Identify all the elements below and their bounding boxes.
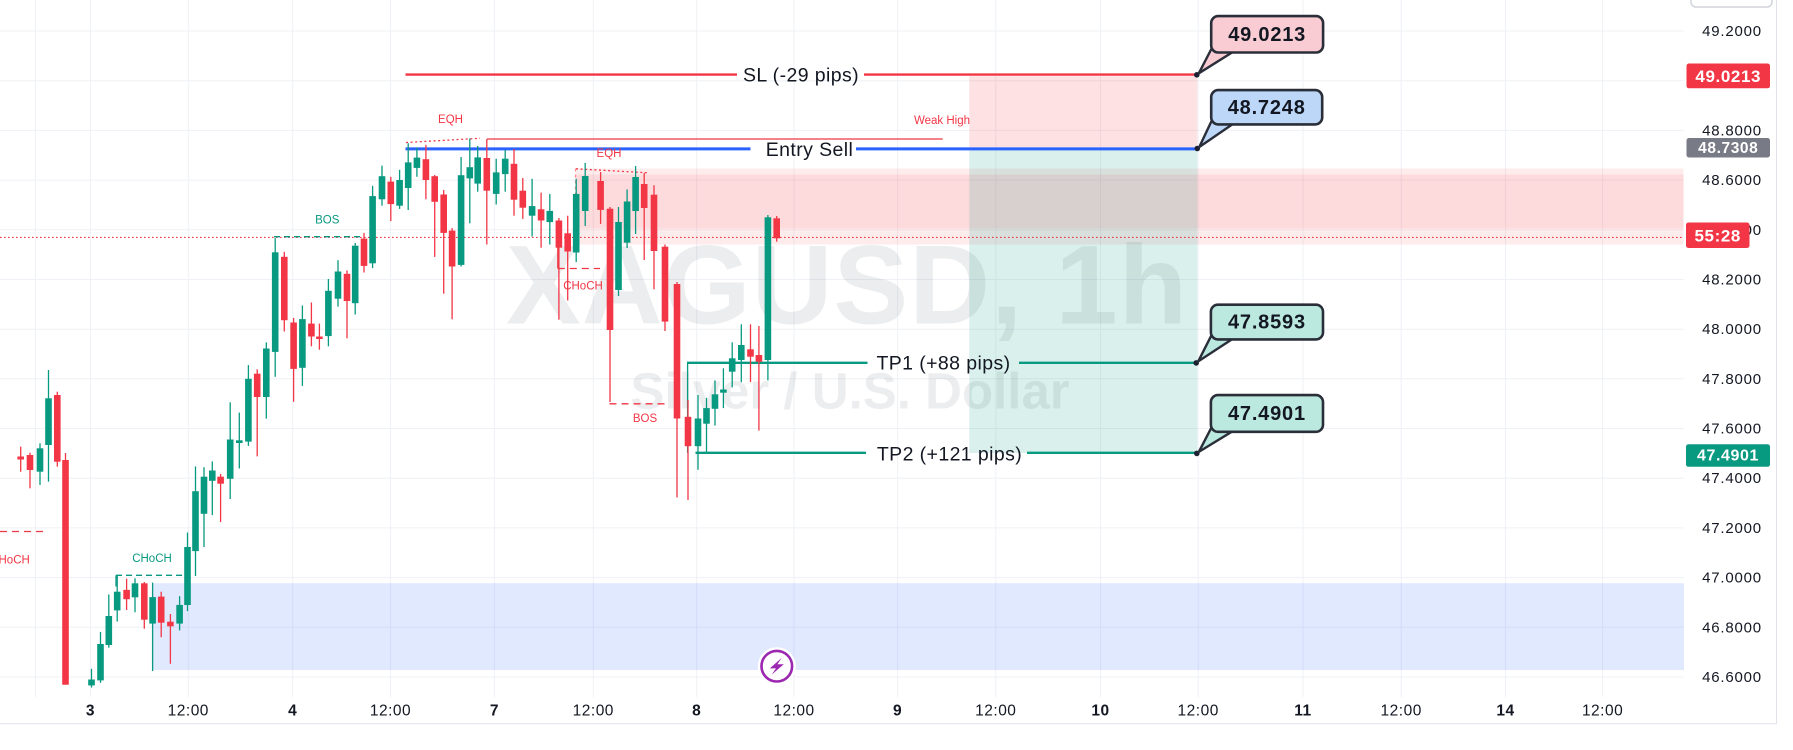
svg-text:47.8593: 47.8593 [1228, 312, 1306, 334]
svg-text:BOS: BOS [315, 214, 340, 226]
svg-text:3: 3 [86, 703, 95, 720]
svg-text:CHoCH: CHoCH [0, 555, 30, 567]
svg-text:10: 10 [1091, 703, 1109, 720]
svg-text:48.2000: 48.2000 [1702, 271, 1762, 288]
svg-text:12:00: 12:00 [370, 703, 411, 720]
svg-text:EQH: EQH [438, 114, 463, 126]
svg-text:12:00: 12:00 [573, 703, 614, 720]
svg-text:47.2000: 47.2000 [1702, 520, 1762, 537]
svg-text:EQH: EQH [597, 148, 622, 160]
svg-text:4: 4 [288, 703, 297, 720]
svg-text:55:28: 55:28 [1695, 226, 1741, 245]
svg-text:12:00: 12:00 [773, 703, 814, 720]
svg-text:49.2000: 49.2000 [1702, 23, 1762, 40]
svg-text:47.6000: 47.6000 [1702, 421, 1762, 438]
svg-text:12:00: 12:00 [168, 703, 209, 720]
svg-text:46.6000: 46.6000 [1702, 669, 1762, 686]
svg-text:Weak High: Weak High [914, 115, 970, 127]
svg-text:12:00: 12:00 [975, 703, 1016, 720]
svg-text:8: 8 [692, 703, 701, 720]
svg-text:48.6000: 48.6000 [1702, 172, 1762, 189]
svg-text:47.4000: 47.4000 [1702, 470, 1762, 487]
svg-text:47.8000: 47.8000 [1702, 371, 1762, 388]
svg-text:48.0000: 48.0000 [1702, 321, 1762, 338]
svg-text:11: 11 [1294, 703, 1311, 720]
svg-text:12:00: 12:00 [1178, 703, 1219, 720]
svg-text:7: 7 [490, 703, 499, 720]
svg-text:12:00: 12:00 [1582, 703, 1623, 720]
svg-text:49.0213: 49.0213 [1228, 24, 1306, 46]
svg-text:14: 14 [1496, 703, 1514, 720]
svg-text:47.4901: 47.4901 [1697, 448, 1759, 465]
svg-text:CHoCH: CHoCH [132, 553, 172, 565]
svg-text:46.8000: 46.8000 [1702, 619, 1762, 636]
svg-text:SL (-29 pips): SL (-29 pips) [743, 64, 859, 86]
svg-text:TP2 (+121 pips): TP2 (+121 pips) [877, 444, 1022, 466]
svg-text:Entry Sell: Entry Sell [766, 139, 853, 161]
svg-text:CHoCH: CHoCH [563, 280, 603, 292]
svg-text:BOS: BOS [633, 413, 658, 425]
svg-text:49.0213: 49.0213 [1695, 67, 1761, 86]
svg-text:47.0000: 47.0000 [1702, 570, 1762, 587]
svg-text:48.7248: 48.7248 [1228, 97, 1306, 119]
svg-text:48.8000: 48.8000 [1702, 122, 1762, 139]
svg-text:TP1 (+88 pips): TP1 (+88 pips) [876, 353, 1010, 375]
svg-text:12:00: 12:00 [1381, 703, 1422, 720]
svg-text:47.4901: 47.4901 [1228, 403, 1306, 425]
svg-text:9: 9 [893, 703, 902, 720]
svg-text:48.7308: 48.7308 [1698, 140, 1758, 157]
